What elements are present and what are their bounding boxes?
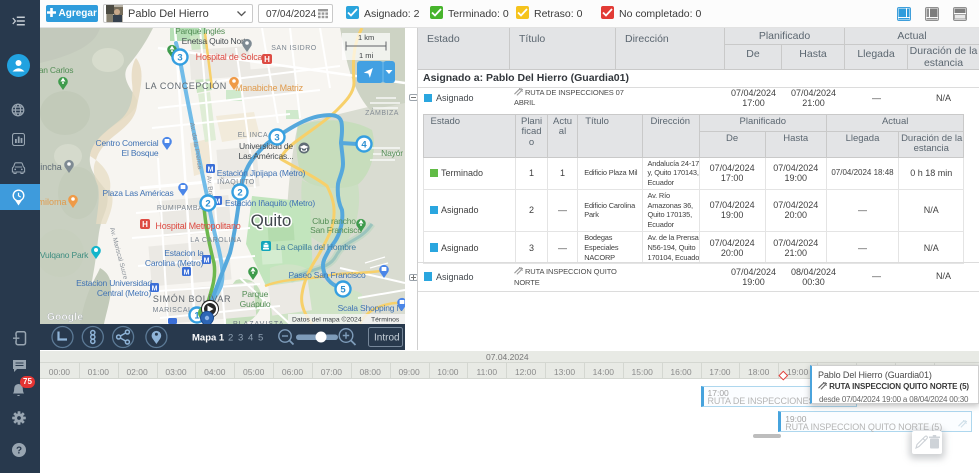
svg-text:Paseo San Francisco: Paseo San Francisco	[289, 270, 366, 280]
svg-text:Quito: Quito	[251, 211, 292, 230]
svg-text:Mapa 1: Mapa 1	[192, 333, 225, 344]
svg-text:2: 2	[237, 188, 242, 199]
svg-text:M: M	[204, 258, 210, 265]
svg-text:Las Américas...: Las Américas...	[238, 151, 293, 161]
svg-text:3: 3	[177, 53, 182, 64]
svg-text:IÑAQUITO: IÑAQUITO	[217, 177, 255, 186]
svg-text:San Francisco: San Francisco	[310, 225, 362, 235]
svg-text:Términos: Términos	[371, 317, 400, 324]
svg-text:M: M	[152, 286, 158, 293]
svg-text:2: 2	[228, 333, 233, 344]
svg-text:Hospital Metropolitano: Hospital Metropolitano	[155, 221, 240, 231]
svg-text:El Bosque: El Bosque	[122, 148, 159, 158]
svg-text:Hospital de Solca: Hospital de Solca	[196, 52, 263, 62]
svg-text:LA CAROLINA: LA CAROLINA	[190, 237, 241, 244]
svg-text:4: 4	[361, 140, 367, 151]
svg-text:Vulqano Park: Vulqano Park	[40, 250, 89, 260]
svg-text:Universidad de: Universidad de	[239, 141, 293, 151]
svg-text:M: M	[215, 199, 221, 206]
svg-text:Carolina (Metro): Carolina (Metro)	[145, 258, 204, 268]
svg-text:incha: incha	[40, 162, 62, 172]
svg-text:Parque: Parque	[242, 289, 269, 299]
svg-text:M: M	[184, 270, 190, 277]
svg-text:2: 2	[205, 199, 210, 210]
svg-text:MARISCAL SU: MARISCAL SU	[153, 307, 206, 314]
svg-text:Club rancho: Club rancho	[312, 216, 356, 226]
svg-text:SIMÓN BOLÍVAR: SIMÓN BOLÍVAR	[153, 294, 231, 304]
svg-text:Plaza Las Américas: Plaza Las Américas	[102, 188, 173, 198]
svg-text:Parque Inglés: Parque Inglés	[175, 28, 225, 36]
svg-text:Guápulo: Guápulo	[240, 299, 271, 309]
svg-text:an Carlos: an Carlos	[40, 65, 73, 75]
svg-text:5: 5	[258, 333, 263, 344]
svg-text:3: 3	[274, 133, 279, 144]
svg-text:Estación Iñaquito (Metro): Estación Iñaquito (Metro)	[225, 198, 315, 208]
svg-text:1: 1	[194, 311, 200, 322]
svg-text:RUMIPAMBA: RUMIPAMBA	[157, 205, 203, 212]
svg-text:EL INCA: EL INCA	[238, 132, 268, 139]
svg-text:miloma: miloma	[40, 197, 67, 207]
svg-text:3: 3	[238, 333, 243, 344]
svg-text:Central (Metro): Central (Metro)	[97, 288, 152, 298]
svg-text:Datos del mapa ©2024: Datos del mapa ©2024	[292, 316, 362, 324]
svg-text:SAN ISIDRO: SAN ISIDRO	[271, 45, 317, 52]
svg-text:1 mi: 1 mi	[359, 51, 374, 60]
svg-text:ZÁMBIZA: ZÁMBIZA	[365, 108, 399, 117]
svg-text:Centro Comercial: Centro Comercial	[96, 138, 159, 148]
svg-text:Enetsa Quito Norte: Enetsa Quito Norte	[182, 36, 251, 46]
svg-text:La Capilla del Hombre: La Capilla del Hombre	[276, 242, 356, 252]
svg-text:LA CONCEPCIÓN: LA CONCEPCIÓN	[145, 81, 227, 91]
svg-text:4: 4	[248, 333, 253, 344]
svg-text:PLAZAVISTA: PLAZAVISTA	[233, 321, 284, 324]
svg-text:Manabiche Matriz: Manabiche Matriz	[235, 83, 304, 93]
svg-text:H: H	[142, 220, 148, 229]
svg-text:Google: Google	[47, 312, 83, 323]
svg-text:H: H	[264, 55, 270, 64]
svg-text:Introd: Introd	[374, 333, 400, 344]
svg-text:Estación Jipijapa (Metro): Estación Jipijapa (Metro)	[217, 168, 306, 178]
svg-text:Estacion la: Estacion la	[164, 248, 204, 258]
svg-text:M: M	[208, 167, 214, 174]
svg-text:1 km: 1 km	[358, 33, 374, 42]
svg-text:Estacion Universidad: Estacion Universidad	[76, 278, 152, 288]
svg-text:?: ?	[16, 446, 22, 457]
svg-text:Av. Brasil: Av. Brasil	[205, 175, 215, 203]
svg-text:Scala Shopping N: Scala Shopping N	[338, 303, 403, 313]
svg-text:Nayór: Nayór	[381, 148, 403, 158]
svg-text:5: 5	[340, 285, 346, 296]
